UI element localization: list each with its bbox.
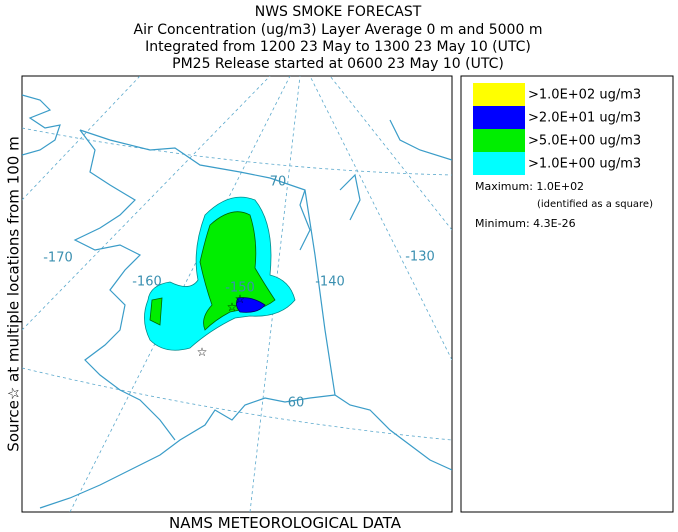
map: ☆ ☆ ☆ -170 -160 -150 -140 -130 70 60 (21, 75, 453, 513)
meridian (22, 76, 271, 331)
plume: ☆ ☆ ☆ (144, 196, 296, 359)
longitude-label: -150 (225, 281, 255, 296)
legend-swatch (473, 152, 525, 175)
source-star: ☆ (197, 345, 208, 359)
source-star: ☆ (227, 300, 238, 314)
coastline (389, 119, 452, 161)
legend-swatch (473, 129, 525, 152)
latitude-label: 70 (270, 175, 287, 190)
border (299, 189, 311, 251)
contour-3 (236, 297, 266, 313)
longitude-label: -170 (43, 251, 73, 266)
coastline (22, 94, 61, 156)
meridian (249, 76, 301, 512)
legend-label: >1.0E+00 ug/m3 (528, 157, 641, 172)
source-star: ☆ (235, 292, 246, 306)
legend-label: >5.0E+00 ug/m3 (528, 134, 641, 149)
minimum: Minimum: 4.3E-26 (475, 217, 576, 230)
meridian (22, 76, 141, 201)
subtitle: PM25 Release started at 0600 23 May 10 (… (172, 56, 504, 72)
latitude-label: 60 (288, 396, 305, 411)
coastline (39, 394, 336, 509)
title: NWS SMOKE FORECAST (255, 4, 422, 20)
legend-swatch (473, 83, 525, 106)
longitude-label: -160 (132, 275, 162, 290)
meridian (309, 76, 452, 361)
coastline (73, 129, 176, 441)
maximum: Maximum: 1.0E+02 (475, 180, 584, 193)
coastline (339, 173, 361, 221)
footer: NAMS METEOROLOGICAL DATA (169, 514, 402, 532)
contour-2 (149, 297, 163, 326)
legend: Maximum: 1.0E+02 (identified as a square… (460, 75, 674, 513)
longitude-label: -130 (405, 250, 435, 265)
coastline (79, 129, 452, 471)
legend-label: >1.0E+02 ug/m3 (528, 88, 641, 103)
max-note: (identified as a square) (537, 199, 653, 210)
subtitle: Air Concentration (ug/m3) Layer Average … (134, 22, 543, 38)
legend-swatch (473, 106, 525, 129)
legend-label: >2.0E+01 ug/m3 (528, 111, 641, 126)
meridian (329, 76, 452, 231)
subtitle: Integrated from 1200 23 May to 1300 23 M… (145, 39, 531, 55)
source-label: Source☆ at multiple locations from 100 m (5, 136, 23, 451)
longitude-label: -140 (315, 275, 345, 290)
